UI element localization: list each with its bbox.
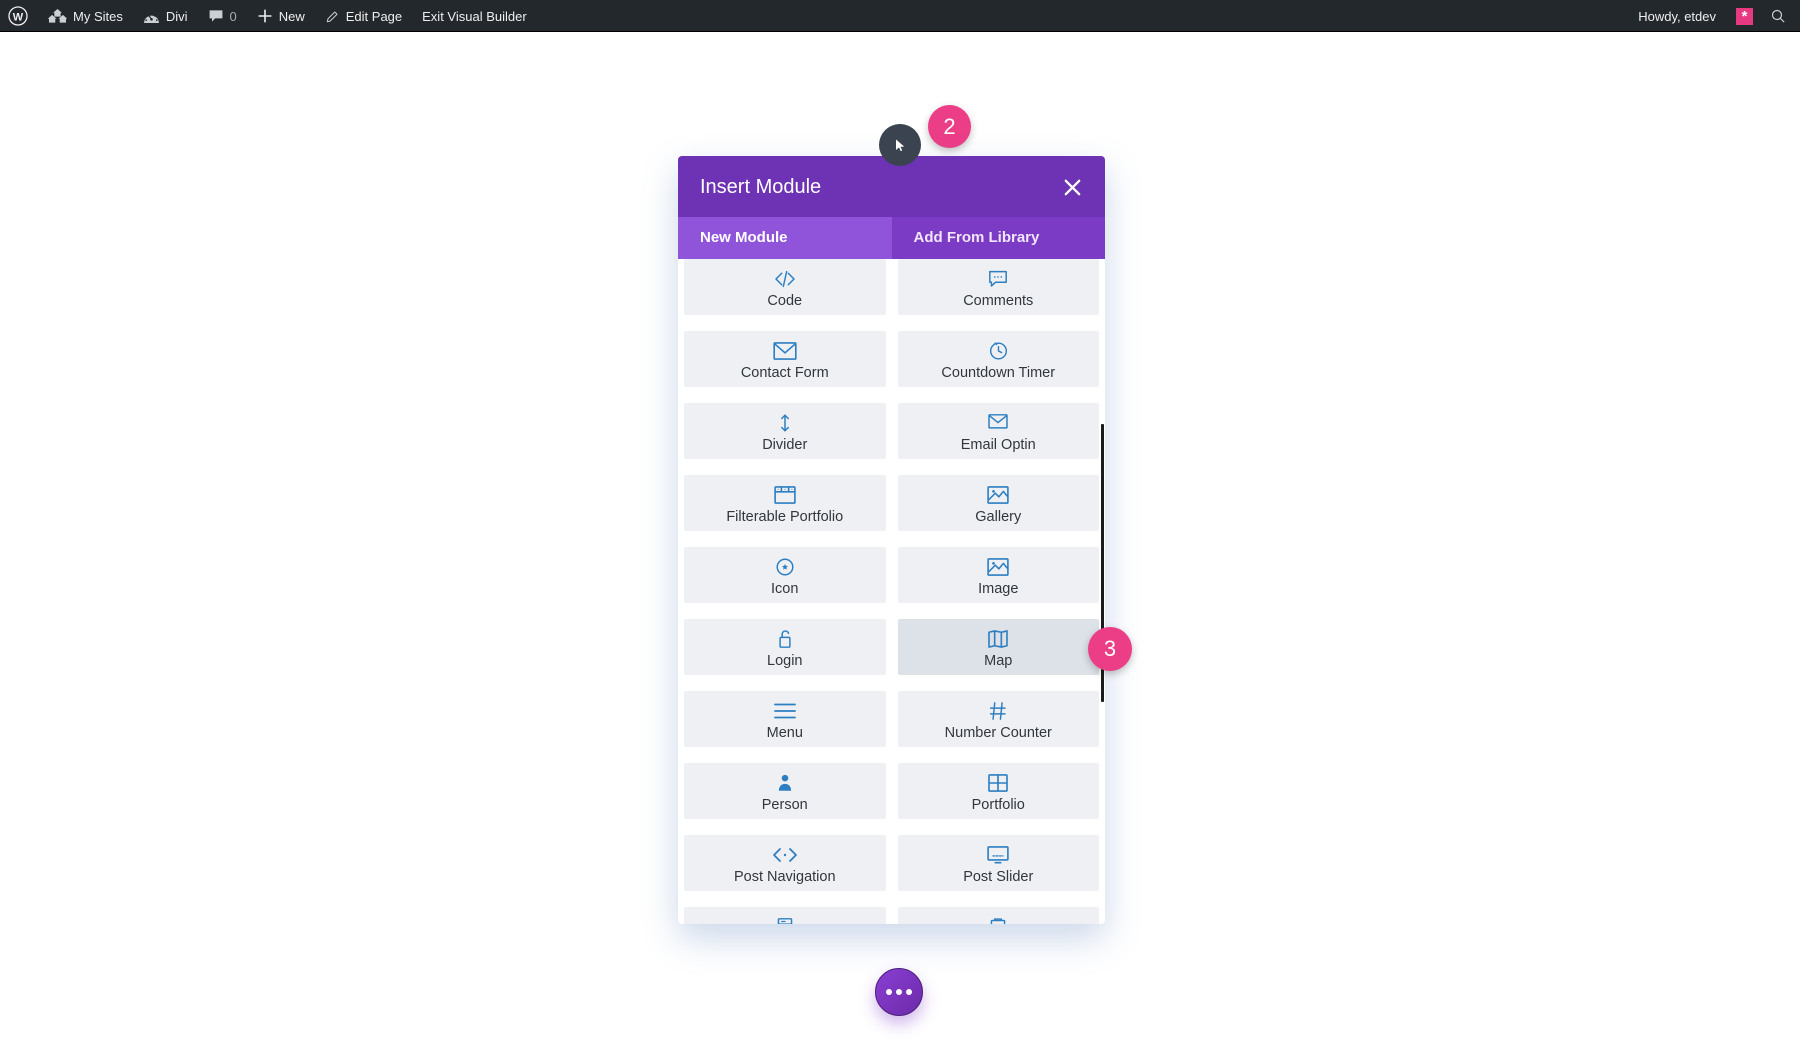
- svg-text:W: W: [13, 12, 24, 24]
